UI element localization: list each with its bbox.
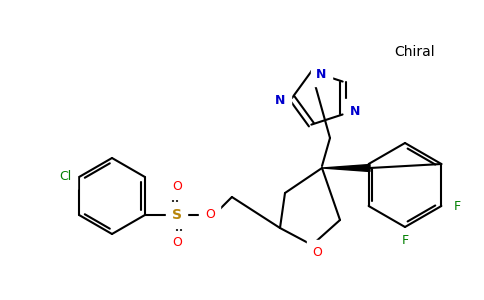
Text: O: O — [312, 245, 322, 259]
Text: O: O — [205, 208, 215, 221]
Text: N: N — [275, 94, 285, 106]
Text: O: O — [172, 236, 182, 250]
Text: Chiral: Chiral — [394, 45, 435, 59]
Text: Cl: Cl — [59, 170, 71, 184]
Polygon shape — [322, 164, 370, 172]
Text: N: N — [349, 105, 360, 118]
Text: S: S — [172, 208, 182, 222]
Text: O: O — [172, 181, 182, 194]
Text: F: F — [454, 200, 461, 212]
Text: F: F — [401, 235, 408, 248]
Text: N: N — [316, 68, 327, 81]
